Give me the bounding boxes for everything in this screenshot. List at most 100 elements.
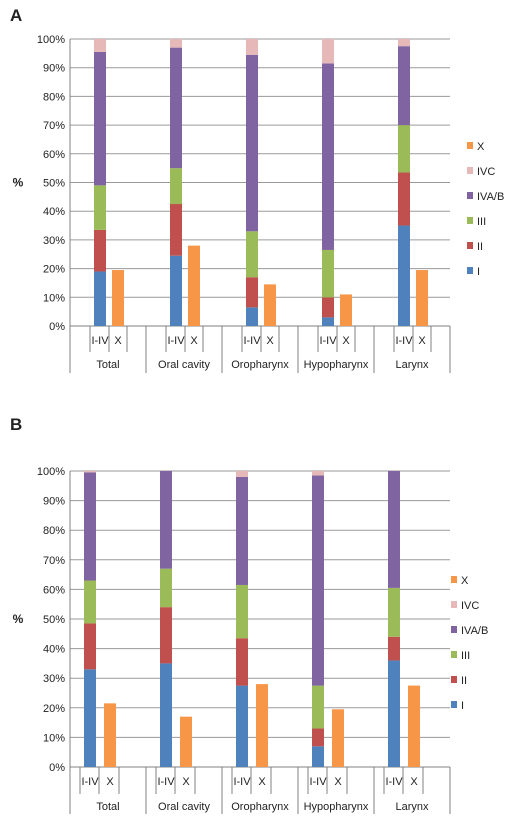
bar-segment-i (236, 685, 248, 767)
x-group-label: Hypopharynx (304, 359, 369, 371)
legend-swatch (467, 192, 473, 199)
bar-segment-ii (160, 607, 172, 664)
y-tick-label: 20% (43, 703, 65, 715)
legend-swatch (467, 267, 473, 274)
bar-x (256, 684, 268, 767)
bar-segment-ivc (236, 471, 248, 477)
y-tick-label: 90% (43, 63, 65, 75)
x-sub-tick-label: I-IV (309, 776, 327, 788)
y-tick-label: 80% (43, 525, 65, 537)
legend-label: II (461, 675, 467, 687)
legend-swatch (451, 601, 457, 608)
x-group-label: Oral cavity (158, 801, 210, 813)
x-sub-tick-label: I-IV (157, 776, 175, 788)
x-sub-tick-label: X (190, 335, 198, 347)
y-tick-label: 10% (43, 292, 65, 304)
x-sub-tick-label: X (266, 335, 274, 347)
y-tick-label: 10% (43, 732, 65, 744)
y-tick-label: 0% (49, 321, 65, 333)
legend-label: IVC (461, 600, 479, 612)
legend-label: III (477, 216, 486, 228)
legend-swatch (467, 242, 473, 249)
legend-swatch (451, 651, 457, 658)
x-group-label: Oropharynx (231, 359, 289, 371)
chart-panel-a: A 0% 10% 20% 30% 40% 50% 60% 70% 80% 90% 100%% I-IV… (0, 0, 510, 400)
y-tick-label: 100% (37, 466, 65, 478)
x-sub-tick-label: I-IV (233, 776, 251, 788)
legend-label: IVA/B (477, 191, 504, 203)
y-tick-label: 70% (43, 120, 65, 132)
y-tick-label: 90% (43, 496, 65, 508)
x-sub-tick-label: I-IV (91, 335, 109, 347)
bar-segment-ii (170, 204, 182, 256)
legend-swatch (467, 167, 473, 174)
legend-label: X (477, 141, 485, 153)
bar-segment-ivc (246, 39, 258, 55)
bar-segment-ivc (94, 39, 106, 52)
y-tick-label: 80% (43, 91, 65, 103)
bar-segment-ii (322, 297, 334, 318)
bar-segment-ivab (160, 471, 172, 569)
bar-segment-ivc (398, 39, 410, 47)
legend-label: I (461, 700, 464, 712)
y-tick-label: 0% (49, 762, 65, 774)
x-group-label: Larynx (395, 359, 429, 371)
bar-segment-ivab (246, 54, 258, 232)
legend-swatch (451, 676, 457, 683)
x-sub-tick-label: X (410, 776, 418, 788)
bar-segment-ivc (170, 39, 182, 48)
bar-segment-i (160, 663, 172, 767)
x-sub-tick-label: I-IV (243, 335, 261, 347)
bar-segment-iii (398, 125, 410, 173)
panel-letter-a: A (10, 6, 23, 25)
y-axis-title: % (13, 176, 24, 190)
bar-segment-ii (236, 638, 248, 686)
bar-segment-ivab (236, 476, 248, 585)
bar-segment-ivab (170, 47, 182, 169)
bar-segment-ivab (398, 46, 410, 126)
chart-a-svg: 0%10%20%30%40%50%60%70%80%90%100%%I-IV XT… (13, 34, 504, 373)
y-tick-label: 100% (37, 34, 65, 46)
panel-letter-b: B (10, 415, 23, 434)
bar-segment-iii (388, 587, 400, 637)
y-tick-label: 50% (43, 178, 65, 190)
bar-x (112, 270, 124, 326)
x-sub-tick-label: I-IV (395, 335, 413, 347)
bar-segment-iii (322, 249, 334, 298)
y-tick-label: 70% (43, 555, 65, 567)
x-group-label: Total (96, 359, 119, 371)
bar-x (416, 270, 428, 326)
bar-segment-iii (312, 685, 324, 729)
bar-segment-i (398, 225, 410, 326)
bar-x (180, 716, 192, 767)
bar-segment-ivc (84, 471, 96, 473)
y-axis-title: % (13, 612, 24, 626)
bar-segment-i (84, 669, 96, 767)
legend-label: X (461, 575, 469, 587)
x-group-label: Larynx (395, 801, 429, 813)
x-sub-tick-label: I-IV (81, 776, 99, 788)
bar-segment-ii (312, 728, 324, 747)
legend-label: III (461, 650, 470, 662)
chart-b-svg: 0% 10% 20% 30% 40% 50% 60% 70% 80% 90% 100%% I-IV X T… (13, 466, 488, 814)
x-sub-tick-label: X (182, 776, 190, 788)
y-tick-label: 60% (43, 149, 65, 161)
bar-segment-ii (94, 229, 106, 272)
y-tick-label: 30% (43, 673, 65, 685)
bar-segment-ii (388, 636, 400, 661)
legend-label: IVC (477, 166, 495, 178)
chart-panel-b: B 0% 10% 20% 30% 40% 50% 60% 70% 80% 90% 100%% I-IV… (0, 409, 510, 818)
bar-segment-i (388, 660, 400, 767)
bar-segment-ivab (322, 63, 334, 250)
bar-segment-ivab (388, 471, 400, 588)
bar-segment-iii (236, 584, 248, 639)
bar-x (332, 709, 344, 767)
bar-x (408, 685, 420, 767)
y-tick-label: 60% (43, 584, 65, 596)
x-sub-tick-label: X (258, 776, 266, 788)
bar-segment-ivab (94, 51, 106, 186)
legend-swatch (451, 576, 457, 583)
bar-segment-iii (94, 185, 106, 230)
bar-x (104, 703, 116, 767)
bar-segment-ii (398, 172, 410, 226)
